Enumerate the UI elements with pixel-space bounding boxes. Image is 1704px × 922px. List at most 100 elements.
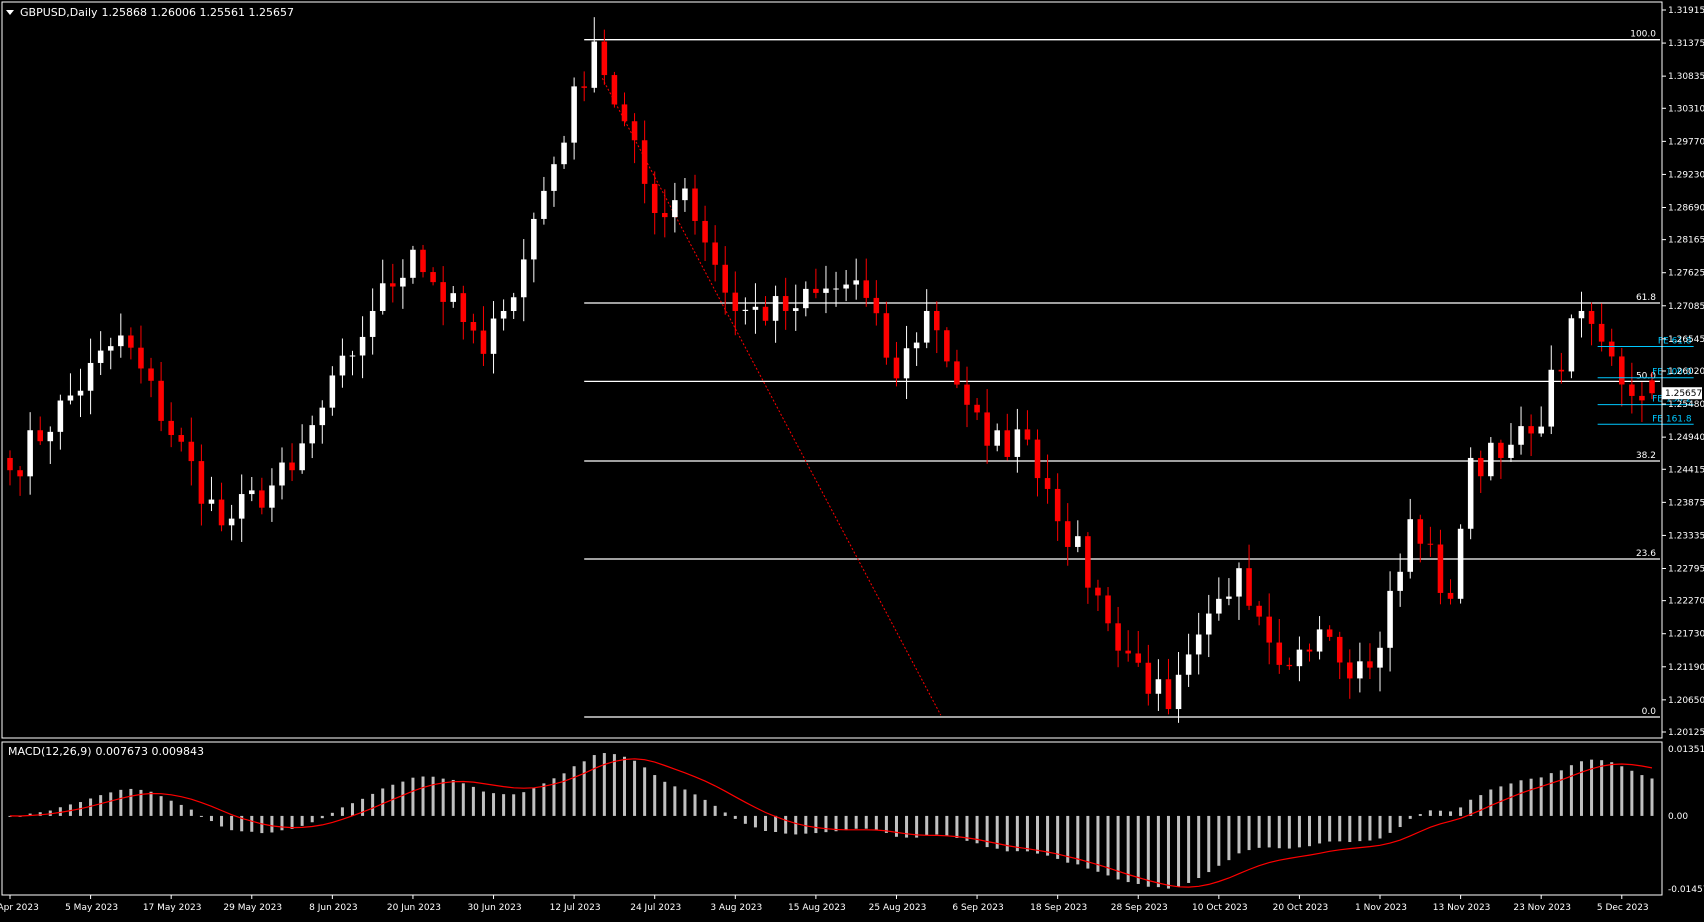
macd-bar <box>884 815 888 833</box>
candle <box>1115 606 1121 668</box>
candle <box>218 482 225 532</box>
candle-body <box>1024 429 1031 440</box>
candle-body <box>279 462 285 486</box>
symbol-label: GBPUSD,Daily <box>20 6 98 19</box>
candle-body <box>1347 662 1353 679</box>
candle <box>1175 652 1182 723</box>
candle <box>178 427 185 452</box>
candle-body <box>1498 442 1504 458</box>
candle <box>1266 593 1272 665</box>
candle <box>1387 571 1393 672</box>
macd-bar <box>1166 815 1170 889</box>
candle <box>1276 618 1283 674</box>
macd-bar <box>653 775 657 816</box>
candle-body <box>1064 521 1071 547</box>
price-tick-label: 1.23335 <box>1668 531 1704 541</box>
price-tick-label: 1.21730 <box>1668 630 1704 640</box>
date-label: 12 Jul 2023 <box>550 903 601 913</box>
chart-header[interactable]: GBPUSD,Daily 1.25868 1.26006 1.25561 1.2… <box>6 6 294 19</box>
macd-bar <box>1600 760 1604 816</box>
macd-bar <box>955 815 959 838</box>
macd-bar <box>1358 815 1362 842</box>
macd-bar <box>169 800 173 816</box>
macd-bar <box>1559 770 1563 816</box>
macd-tick-label: 0.013513 <box>1668 745 1704 755</box>
candle-body <box>1548 369 1555 427</box>
candle-body <box>1044 478 1051 489</box>
candle <box>329 366 336 416</box>
fib-level-label: 50.0 <box>1636 371 1656 381</box>
candle-body <box>954 361 960 385</box>
candle <box>1427 526 1434 557</box>
macd-bar <box>1217 815 1221 866</box>
candle-body <box>843 284 849 289</box>
macd-bar <box>250 815 254 832</box>
macd-bar <box>1378 815 1382 839</box>
macd-bar <box>290 815 294 829</box>
macd-bar <box>582 761 586 816</box>
candle-body <box>853 280 859 285</box>
candle <box>1095 579 1101 611</box>
candle <box>1467 447 1474 540</box>
candle-body <box>1467 457 1474 529</box>
candle-body <box>47 431 54 442</box>
macd-bar <box>663 781 667 816</box>
candle-body <box>510 297 517 311</box>
candle-body <box>57 400 64 432</box>
candle-body <box>1427 543 1434 545</box>
macd-bar <box>1509 783 1513 816</box>
candle-body <box>712 242 718 265</box>
candle-body <box>490 318 497 354</box>
candle <box>1447 579 1454 605</box>
candle-body <box>1326 629 1333 637</box>
macd-bar <box>310 815 314 823</box>
candle-body <box>1357 661 1363 679</box>
price-tick-label: 1.21190 <box>1668 663 1704 673</box>
candle <box>47 426 54 464</box>
candle-body <box>339 355 346 376</box>
macd-bar <box>562 773 566 816</box>
date-label: 10 Oct 2023 <box>1192 903 1248 913</box>
candle <box>1054 473 1061 541</box>
fib-level-label: 0.0 <box>1642 707 1657 717</box>
candle-body <box>803 288 809 309</box>
candle <box>57 394 64 450</box>
macd-bar <box>129 788 133 816</box>
macd-bar <box>915 815 919 838</box>
candle <box>1397 553 1403 607</box>
macd-bar <box>99 795 103 816</box>
candle-body <box>541 190 547 219</box>
candle-body <box>118 335 124 347</box>
candle <box>138 325 144 384</box>
dropdown-triangle-icon[interactable] <box>6 10 14 15</box>
macd-bar <box>1489 789 1493 816</box>
macd-bar <box>683 789 687 816</box>
candle-body <box>218 499 225 526</box>
candle <box>772 285 779 343</box>
candle <box>803 281 809 317</box>
candle <box>782 277 789 330</box>
candle <box>359 316 366 379</box>
macd-bar <box>38 812 42 816</box>
candle-body <box>1014 429 1021 457</box>
candle-body <box>692 188 698 221</box>
macd-bar <box>1539 777 1543 816</box>
price-tick-label: 1.28165 <box>1668 236 1704 246</box>
candle-body <box>1407 519 1414 572</box>
candles-group <box>7 17 1655 723</box>
candle-body <box>359 336 366 356</box>
fib-level-label: 61.8 <box>1636 293 1656 303</box>
candle <box>77 368 84 418</box>
candle-body <box>1598 323 1605 342</box>
candle <box>198 444 205 526</box>
price-tick-label: 1.25480 <box>1668 400 1704 410</box>
candle-body <box>772 296 779 321</box>
macd-bar <box>1257 815 1261 848</box>
candle-body <box>631 121 638 141</box>
candle <box>1195 612 1202 675</box>
candle <box>863 258 870 307</box>
candle-body <box>450 293 457 302</box>
price-tick-label: 1.22270 <box>1668 597 1704 607</box>
candle <box>964 366 970 428</box>
date-label: 25 Aug 2023 <box>869 903 927 913</box>
